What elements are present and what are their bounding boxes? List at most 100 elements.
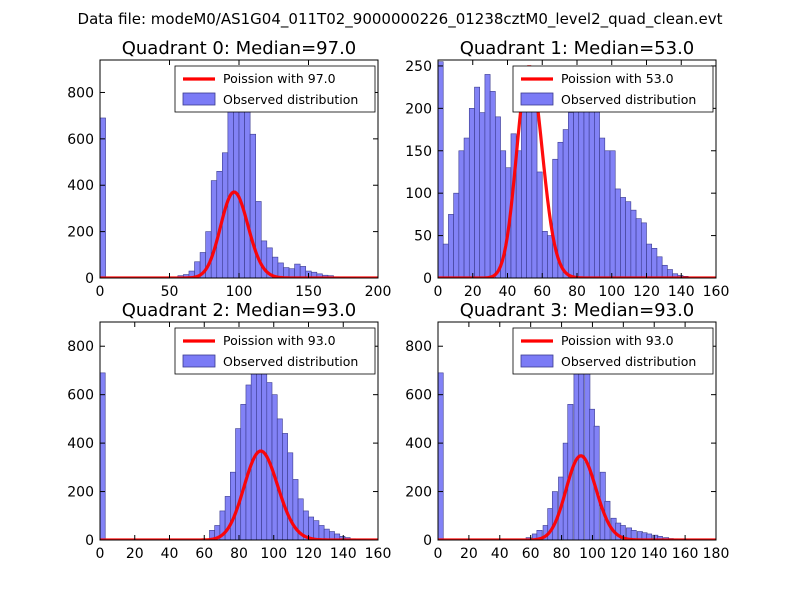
x-tick-label: 140 bbox=[668, 284, 695, 300]
y-tick-label: 0 bbox=[85, 271, 94, 287]
x-tick-label: 80 bbox=[553, 546, 571, 562]
plot-area bbox=[100, 338, 378, 540]
x-tick-label: 40 bbox=[499, 284, 517, 300]
histogram-bar bbox=[235, 428, 242, 540]
histogram-bar bbox=[484, 74, 491, 278]
chart-panel-1: 0 20 40 60 80 100 120 140 160 0 50 100 150 200 250 Quad… bbox=[405, 38, 729, 300]
x-tick-label: 200 bbox=[365, 284, 392, 300]
y-tick-label: 800 bbox=[405, 339, 432, 355]
x-tick-label: 150 bbox=[295, 284, 322, 300]
histogram-bar bbox=[230, 471, 236, 540]
histogram-bar bbox=[453, 192, 460, 278]
y-tick-label: 100 bbox=[405, 186, 432, 202]
histogram-bar bbox=[479, 112, 486, 278]
histogram-bar bbox=[240, 404, 247, 540]
y-tick-label: 400 bbox=[405, 436, 432, 452]
x-tick-label: 0 bbox=[434, 546, 443, 562]
histogram-bar bbox=[100, 117, 106, 278]
y-tick-label: 400 bbox=[67, 178, 94, 194]
x-tick-label: 20 bbox=[460, 546, 478, 562]
histogram-bar bbox=[635, 218, 642, 278]
y-tick-label: 0 bbox=[85, 533, 94, 549]
x-tick-label: 100 bbox=[260, 546, 287, 562]
legend-label-observed: Observed distribution bbox=[561, 92, 696, 107]
x-tick-label: 100 bbox=[598, 284, 625, 300]
x-tick-label: 100 bbox=[226, 284, 253, 300]
x-tick-label: 140 bbox=[641, 546, 668, 562]
x-tick-label: 140 bbox=[330, 546, 357, 562]
x-tick-label: 0 bbox=[96, 546, 105, 562]
poisson-curve bbox=[438, 454, 716, 540]
legend-label-observed: Observed distribution bbox=[561, 354, 696, 369]
legend-label-poisson: Poission with 97.0 bbox=[223, 71, 336, 86]
axes-frame bbox=[437, 321, 717, 541]
legend-bar-swatch bbox=[182, 92, 216, 106]
histogram-bar bbox=[625, 201, 632, 278]
histogram-bar bbox=[536, 171, 543, 278]
histogram-bar bbox=[489, 91, 496, 278]
histogram-bar bbox=[656, 256, 663, 278]
histogram-bar bbox=[578, 360, 585, 540]
histogram-bar bbox=[249, 133, 256, 278]
histogram-bar bbox=[599, 137, 606, 278]
legend: Poission with 93.0 Observed distribution bbox=[512, 327, 714, 375]
histogram-bar bbox=[448, 214, 454, 278]
histogram-bar bbox=[651, 248, 658, 278]
y-tick-label: 800 bbox=[67, 85, 94, 101]
histogram-bar bbox=[578, 86, 585, 278]
histogram-bar bbox=[318, 525, 325, 540]
histogram-bar bbox=[588, 91, 595, 278]
y-tick-label: 600 bbox=[67, 132, 94, 148]
legend-bar-swatch bbox=[520, 92, 554, 106]
histogram-bar bbox=[609, 150, 616, 278]
legend-bar-swatch bbox=[182, 354, 216, 368]
y-tick-label: 0 bbox=[423, 533, 432, 549]
y-tick-label: 200 bbox=[67, 485, 94, 501]
histogram-bar bbox=[640, 222, 647, 278]
x-tick-label: 100 bbox=[579, 546, 606, 562]
histogram-bar bbox=[468, 108, 475, 278]
histogram-bar bbox=[573, 95, 580, 278]
x-tick-label: 60 bbox=[195, 546, 213, 562]
legend-label-poisson: Poission with 93.0 bbox=[561, 333, 674, 348]
legend: Poission with 93.0 Observed distribution bbox=[174, 327, 376, 375]
chart-panel-2: 0 20 40 60 80 100 120 140 160 0 200 400 600 800 Quadra… bbox=[67, 300, 391, 562]
histogram-bar bbox=[619, 525, 626, 540]
panel-title: Quadrant 3: Median=93.0 bbox=[460, 300, 695, 321]
legend-label-observed: Observed distribution bbox=[223, 354, 358, 369]
histogram-bar bbox=[661, 264, 668, 278]
legend: Poission with 97.0 Observed distribution bbox=[174, 65, 376, 113]
y-tick-label: 400 bbox=[67, 436, 94, 452]
histogram-bar bbox=[562, 129, 569, 278]
histogram-bar bbox=[541, 231, 548, 278]
legend-label-poisson: Poission with 93.0 bbox=[223, 333, 336, 348]
y-tick-label: 200 bbox=[67, 225, 94, 241]
legend-label-observed: Observed distribution bbox=[223, 92, 358, 107]
y-tick-label: 150 bbox=[405, 144, 432, 160]
panel-title: Quadrant 2: Median=93.0 bbox=[122, 300, 357, 321]
histogram-bar bbox=[583, 86, 590, 278]
y-tick-label: 200 bbox=[405, 485, 432, 501]
chart-panel-3: 0 20 40 60 80 100 120 140 160 180 0 200 400 600 800 Qua… bbox=[405, 300, 729, 562]
x-tick-label: 40 bbox=[491, 546, 509, 562]
histogram-bar bbox=[646, 243, 653, 278]
histogram-bar bbox=[261, 350, 268, 540]
x-tick-label: 50 bbox=[161, 284, 179, 300]
panel-title: Quadrant 0: Median=97.0 bbox=[122, 38, 357, 59]
histogram-bar bbox=[287, 452, 294, 540]
x-tick-label: 160 bbox=[703, 284, 730, 300]
x-tick-label: 20 bbox=[126, 546, 144, 562]
histogram-bar bbox=[547, 235, 553, 278]
x-tick-label: 60 bbox=[522, 546, 540, 562]
x-tick-label: 120 bbox=[295, 546, 322, 562]
x-tick-label: 0 bbox=[434, 284, 443, 300]
poisson-curve bbox=[100, 190, 378, 278]
x-tick-label: 160 bbox=[672, 546, 699, 562]
y-tick-label: 600 bbox=[405, 388, 432, 404]
histogram-bar bbox=[255, 201, 262, 278]
histogram-bar bbox=[244, 94, 251, 278]
x-tick-label: 20 bbox=[464, 284, 482, 300]
y-tick-label: 800 bbox=[67, 339, 94, 355]
figure-title: Data file: modeM0/AS1G04_011T02_90000002… bbox=[78, 10, 723, 29]
